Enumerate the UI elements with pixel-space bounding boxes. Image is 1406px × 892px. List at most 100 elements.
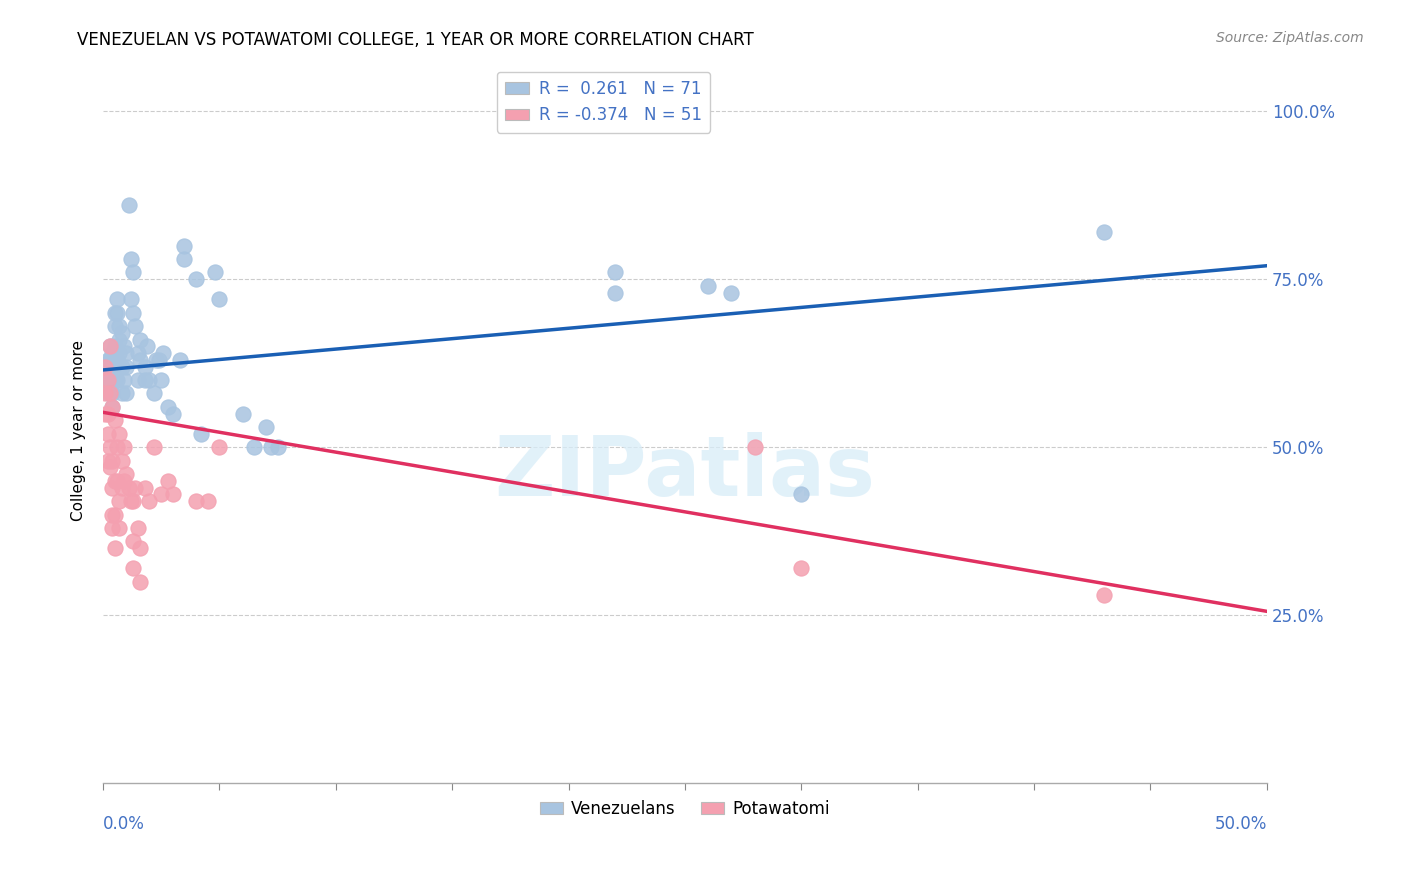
Point [108,333,131,347]
Point [110,386,132,401]
Point [157,400,180,414]
Point [97,373,120,387]
Point [150,373,173,387]
Point [208,293,231,307]
Point [157,474,180,488]
Point [97,386,120,401]
Point [112,440,135,454]
Point [108,319,131,334]
Point [138,373,160,387]
Point [173,238,195,252]
Point [97,454,120,468]
Point [129,352,152,367]
Point [117,481,139,495]
Point [197,494,219,508]
Point [103,474,125,488]
Point [94,386,117,401]
Point [98,352,121,367]
Point [103,373,125,387]
Point [103,541,125,556]
Point [790,561,813,575]
Point [127,373,149,387]
Point [720,285,742,300]
Point [143,386,166,401]
Point [169,352,191,367]
Point [120,252,142,266]
Point [162,487,184,501]
Point [105,352,128,367]
Point [122,561,145,575]
Point [120,293,142,307]
Point [98,373,121,387]
Point [243,440,266,454]
Point [101,346,124,360]
Point [110,481,132,495]
Point [136,339,159,353]
Point [105,373,128,387]
Point [129,541,152,556]
Point [105,474,128,488]
Point [101,359,124,374]
Point [127,346,149,360]
Point [115,346,138,360]
Point [101,454,124,468]
Point [208,440,231,454]
Point [101,386,124,401]
Point [108,346,131,360]
Point [122,265,145,279]
Text: Source: ZipAtlas.com: Source: ZipAtlas.com [1216,31,1364,45]
Point [105,293,128,307]
Point [101,400,124,414]
Point [603,285,626,300]
Point [134,481,156,495]
Point [97,426,120,441]
Point [110,359,132,374]
Point [134,359,156,374]
Point [103,508,125,522]
Point [98,339,121,353]
Point [148,352,170,367]
Point [103,319,125,334]
Point [152,346,174,360]
Point [101,481,124,495]
Point [697,279,720,293]
Point [103,306,125,320]
Text: VENEZUELAN VS POTAWATOMI COLLEGE, 1 YEAR OR MORE CORRELATION CHART: VENEZUELAN VS POTAWATOMI COLLEGE, 1 YEAR… [77,31,754,49]
Point [124,481,146,495]
Point [115,386,138,401]
Point [744,440,766,454]
Text: 50.0%: 50.0% [1215,815,1267,833]
Point [94,407,117,421]
Point [103,352,125,367]
Point [97,373,120,387]
Point [1092,588,1115,602]
Point [108,494,131,508]
Point [112,339,135,353]
Point [117,198,139,212]
Point [232,407,254,421]
Point [145,352,167,367]
Point [134,373,156,387]
Point [105,440,128,454]
Point [103,339,125,353]
Point [110,454,132,468]
Point [108,426,131,441]
Point [105,306,128,320]
Point [259,440,281,454]
Point [603,265,626,279]
Point [98,440,121,454]
Point [266,440,288,454]
Point [101,400,124,414]
Point [98,386,121,401]
Point [254,420,277,434]
Point [190,426,212,441]
Point [110,326,132,340]
Point [94,359,117,374]
Point [184,272,207,286]
Y-axis label: College, 1 year or more: College, 1 year or more [72,340,86,521]
Point [112,373,135,387]
Point [122,534,145,549]
Text: ZIPatlas: ZIPatlas [495,433,876,513]
Point [143,440,166,454]
Point [162,407,184,421]
